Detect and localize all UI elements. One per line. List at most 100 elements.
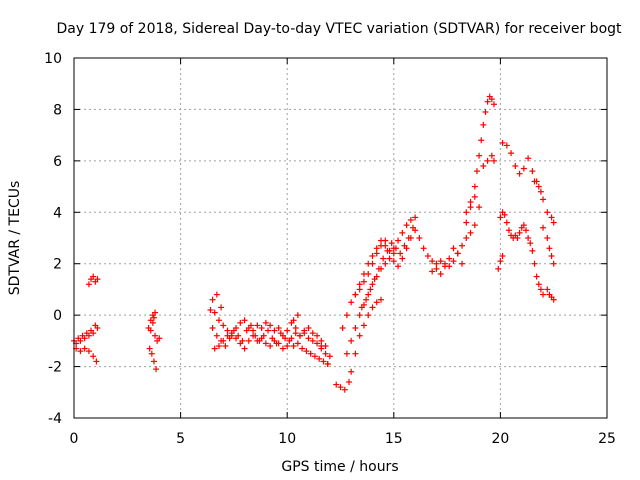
- data-point: [284, 343, 291, 349]
- data-point: [392, 245, 399, 252]
- data-point: [288, 335, 295, 342]
- data-point: [90, 273, 97, 280]
- data-point: [267, 343, 274, 349]
- data-point: [326, 353, 333, 360]
- data-point: [211, 345, 218, 352]
- data-point: [540, 224, 547, 231]
- data-point: [386, 255, 393, 262]
- data-point: [215, 343, 222, 349]
- data-point: [356, 332, 363, 339]
- data-point: [275, 340, 282, 347]
- data-point: [363, 296, 370, 303]
- data-point: [303, 348, 310, 355]
- data-point: [476, 152, 483, 159]
- data-point: [527, 240, 534, 247]
- y-axis-label: SDTVAR / TECUs: [7, 181, 23, 296]
- data-point: [378, 296, 385, 303]
- data-point: [505, 227, 512, 234]
- data-point: [348, 368, 355, 375]
- data-point: [529, 247, 536, 254]
- data-point: [471, 183, 478, 190]
- data-point: [450, 245, 457, 252]
- data-point: [533, 273, 540, 280]
- data-point: [220, 337, 227, 344]
- data-point: [471, 193, 478, 200]
- data-point: [473, 168, 480, 175]
- data-point: [348, 299, 355, 306]
- axis-ticks: [73, 57, 608, 419]
- data-point: [467, 199, 474, 205]
- data-point: [373, 250, 380, 257]
- data-point: [395, 263, 402, 270]
- data-point: [271, 337, 278, 344]
- data-point: [463, 209, 470, 216]
- data-point: [412, 214, 419, 221]
- data-point: [150, 314, 157, 321]
- data-point: [520, 222, 527, 229]
- data-point: [535, 183, 542, 190]
- data-point: [546, 245, 553, 252]
- data-point: [499, 253, 506, 259]
- data-point: [463, 219, 470, 226]
- data-point: [373, 245, 380, 252]
- y-tick-labels: -4 -2 0 2 4 6 8 10: [44, 51, 62, 427]
- data-point: [516, 170, 523, 177]
- data-point: [450, 258, 457, 265]
- data-point: [484, 157, 491, 164]
- data-point: [390, 250, 397, 257]
- data-point: [262, 340, 269, 347]
- data-point: [540, 196, 547, 203]
- data-point: [356, 281, 363, 288]
- data-point: [373, 299, 380, 306]
- data-point: [265, 327, 272, 334]
- data-point: [382, 260, 389, 267]
- data-point: [525, 155, 532, 162]
- data-point: [531, 178, 538, 185]
- data-point: [215, 317, 222, 324]
- data-point: [403, 222, 410, 229]
- data-point: [412, 227, 419, 234]
- x-tick-label: 5: [176, 431, 185, 447]
- data-point: [369, 260, 376, 267]
- y-tick-label: 10: [44, 51, 62, 67]
- data-point: [544, 209, 551, 216]
- data-point: [213, 332, 220, 339]
- data-point: [299, 345, 306, 352]
- data-point: [150, 358, 157, 365]
- data-point: [233, 335, 240, 342]
- data-point: [146, 345, 153, 352]
- data-point: [85, 281, 92, 288]
- data-point: [480, 121, 487, 128]
- plot-frame: [73, 57, 608, 419]
- data-point: [360, 278, 367, 285]
- data-point: [424, 253, 431, 259]
- data-point: [316, 355, 323, 362]
- data-point: [262, 319, 269, 326]
- data-point: [369, 281, 376, 288]
- data-point: [94, 276, 101, 283]
- data-point: [441, 263, 448, 270]
- data-point: [254, 337, 261, 344]
- data-point: [499, 139, 506, 146]
- data-point: [454, 250, 461, 257]
- data-point: [467, 204, 474, 211]
- data-point: [365, 312, 372, 319]
- data-point: [399, 229, 406, 236]
- data-point: [228, 330, 235, 337]
- data-point: [250, 332, 257, 339]
- data-point: [516, 229, 523, 236]
- data-point: [407, 235, 414, 241]
- data-point: [484, 98, 491, 105]
- data-point: [309, 337, 316, 344]
- data-point: [222, 343, 229, 349]
- y-tick-label: 2: [53, 257, 62, 273]
- data-point: [294, 340, 301, 347]
- data-point: [247, 322, 254, 329]
- data-points: [71, 93, 557, 393]
- data-point: [503, 219, 510, 226]
- data-point: [459, 260, 466, 267]
- data-point: [371, 276, 378, 283]
- data-point: [77, 348, 84, 355]
- data-point: [365, 271, 372, 277]
- grid-lines: [74, 58, 607, 418]
